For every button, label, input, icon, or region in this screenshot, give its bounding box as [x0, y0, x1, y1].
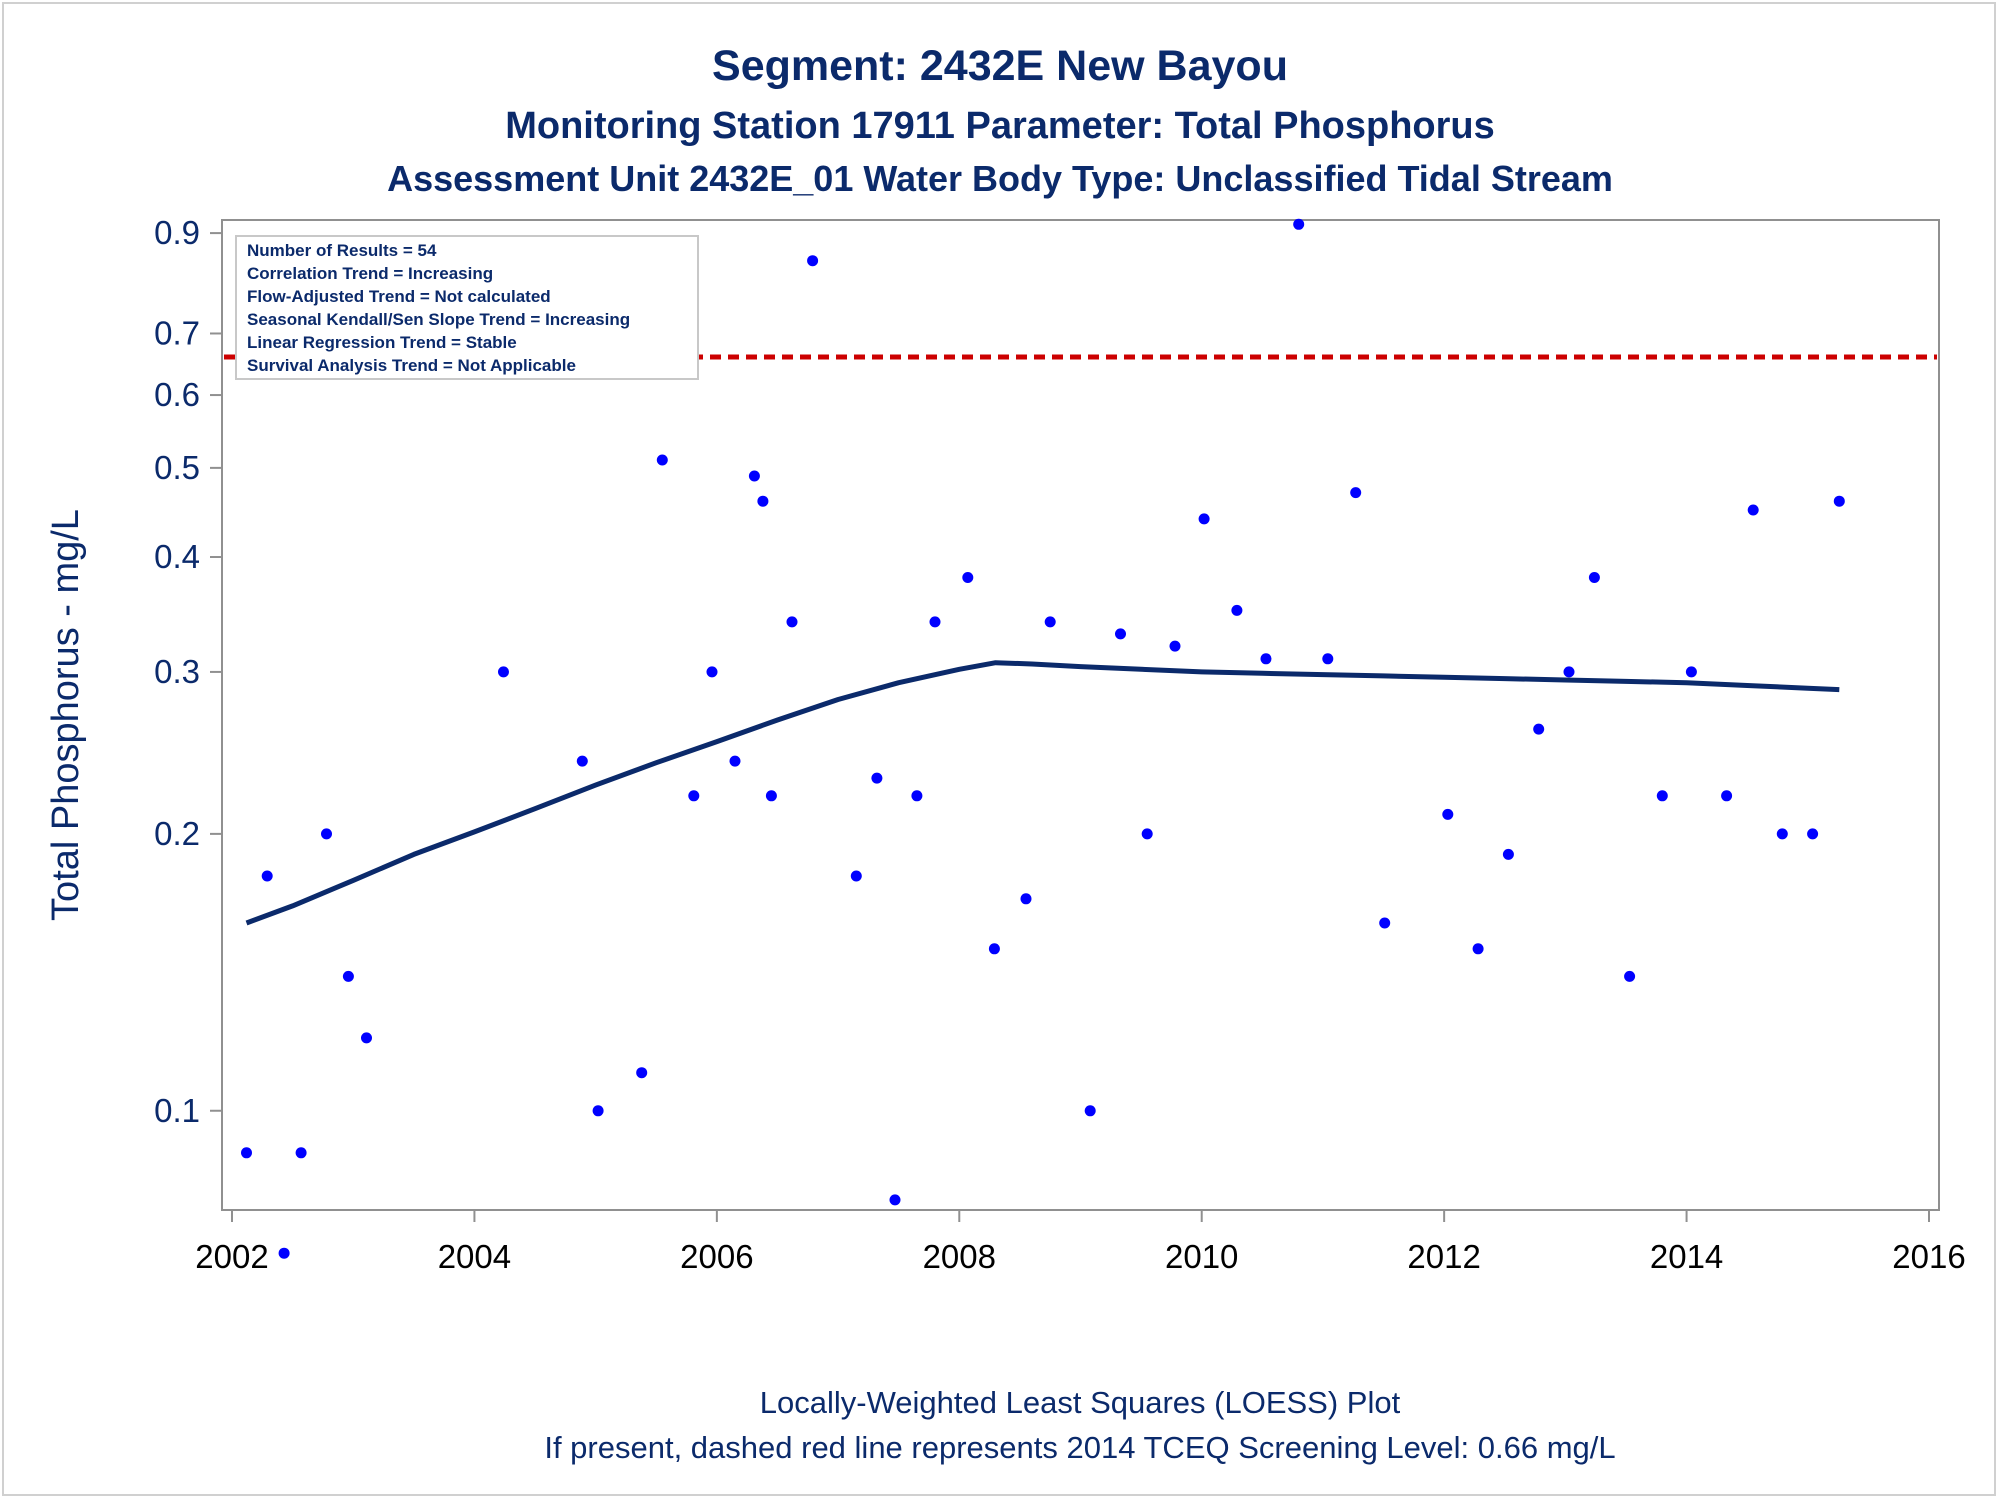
data-point: [1776, 828, 1788, 840]
data-point: [1833, 495, 1845, 507]
data-point: [1141, 828, 1153, 840]
data-point: [765, 790, 777, 802]
chart-subtitle-2: Assessment Unit 2432E_01 Water Body Type…: [387, 158, 1613, 199]
data-point: [871, 772, 883, 784]
x-axis: 2002 2004 2006 2008 2010 2012 2014 2016: [195, 1210, 1966, 1275]
data-point: [1350, 487, 1362, 499]
data-point: [757, 495, 769, 507]
y-tick-label: 0.3: [154, 653, 200, 690]
x-tick-label: 2008: [923, 1238, 996, 1275]
x-tick-label: 2014: [1650, 1238, 1723, 1275]
data-point: [807, 255, 819, 267]
data-point: [962, 572, 974, 583]
inset-border: [235, 235, 699, 380]
data-point: [498, 666, 509, 678]
data-point: [1169, 640, 1181, 652]
data-point: [1115, 628, 1126, 640]
plot-area: [221, 219, 1940, 1211]
data-point: [1563, 666, 1575, 678]
data-point: [850, 870, 862, 882]
y-tick-label: 0.9: [154, 214, 200, 251]
inset-line-5: Linear Regression Trend = Stable: [247, 333, 517, 352]
data-point: [295, 1147, 307, 1159]
data-point: [576, 755, 588, 767]
data-point: [342, 970, 354, 982]
data-point: [929, 616, 941, 628]
data-point: [636, 1067, 648, 1079]
data-point: [261, 870, 273, 882]
data-point: [688, 790, 700, 802]
inset-line-2: Correlation Trend = Increasing: [247, 264, 493, 283]
data-point: [1322, 653, 1334, 665]
loess-curve: [245, 660, 1840, 926]
data-point: [1198, 513, 1210, 525]
inset-line-4: Seasonal Kendall/Sen Slope Trend = Incre…: [247, 310, 630, 329]
data-point: [1044, 616, 1056, 628]
x-tick-label: 2002: [195, 1238, 268, 1275]
data-point: [361, 1032, 372, 1044]
data-point: [1656, 790, 1668, 802]
footnote-2: If present, dashed red line represents 2…: [544, 1430, 1615, 1465]
data-point: [1807, 828, 1819, 840]
data-point: [1472, 943, 1484, 955]
x-tick-label: 2012: [1407, 1238, 1480, 1275]
y-tick-label: 0.1: [154, 1092, 200, 1129]
data-point: [911, 790, 923, 802]
data-point: [1020, 893, 1032, 905]
data-point: [1442, 808, 1454, 820]
data-point: [889, 1194, 901, 1206]
y-axis-label: Total Phosphorus - mg/L: [45, 509, 87, 921]
data-point: [592, 1105, 604, 1117]
y-tick-label: 0.4: [154, 538, 200, 575]
y-tick-label: 0.6: [154, 376, 200, 413]
y-tick-label: 0.2: [154, 815, 200, 852]
x-tick-label: 2010: [1165, 1238, 1238, 1275]
data-point: [241, 1147, 252, 1159]
inset-box: Number of Results = 54 Correlation Trend…: [235, 235, 699, 380]
x-tick-label: 2004: [438, 1238, 511, 1275]
data-point: [786, 616, 798, 628]
x-tick-label: 2006: [680, 1238, 753, 1275]
footnote-1: Locally-Weighted Least Squares (LOESS) P…: [760, 1385, 1401, 1420]
y-axis: 0.1 0.2 0.3 0.4 0.5 0.6 0.7 0.9: [154, 214, 222, 1129]
y-tick-label: 0.5: [154, 449, 200, 486]
data-point: [748, 470, 760, 482]
inset-line-6: Survival Analysis Trend = Not Applicable: [247, 356, 576, 375]
chart-title: Segment: 2432E New Bayou: [712, 42, 1288, 90]
data-point: [706, 666, 718, 678]
data-point: [729, 755, 741, 767]
data-point: [1502, 848, 1514, 860]
data-point: [1533, 723, 1545, 735]
inset-line-3: Flow-Adjusted Trend = Not calculated: [247, 287, 551, 306]
data-point: [278, 1247, 290, 1259]
data-points: [241, 218, 1845, 1259]
data-point: [1588, 572, 1600, 583]
data-point: [1379, 917, 1391, 929]
data-point: [1747, 504, 1759, 516]
data-point: [1260, 653, 1272, 665]
data-point: [1721, 790, 1733, 802]
data-point: [1624, 970, 1636, 982]
inset-line-1: Number of Results = 54: [247, 241, 437, 260]
chart-subtitle: Monitoring Station 17911 Parameter: Tota…: [505, 105, 1495, 147]
data-point: [656, 454, 668, 466]
data-point: [321, 828, 332, 840]
data-point: [1084, 1105, 1096, 1117]
data-point: [988, 943, 1000, 955]
data-point: [1293, 218, 1305, 230]
data-point: [1231, 604, 1243, 616]
x-tick-label: 2016: [1892, 1238, 1965, 1275]
y-tick-label: 0.7: [154, 314, 200, 351]
data-point: [1685, 666, 1697, 678]
